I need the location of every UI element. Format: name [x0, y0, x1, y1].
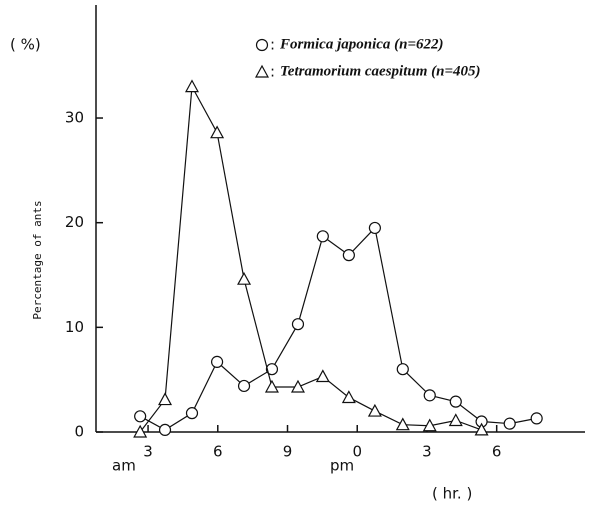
data-point [290, 379, 305, 393]
data-point [530, 412, 543, 425]
x-tick-label: 3 [143, 443, 153, 461]
y-tick-label: 0 [74, 423, 84, 441]
data-point [158, 423, 172, 437]
x-tick-label: 6 [213, 443, 223, 461]
data-point [237, 379, 251, 393]
data-point [503, 417, 516, 430]
pm-label: pm [330, 457, 354, 475]
data-point [423, 389, 436, 402]
y-tick-label: 10 [65, 318, 84, 336]
unit-label: ( %) [10, 36, 41, 54]
x-tick-label: 6 [492, 443, 502, 461]
data-point [134, 410, 147, 423]
series-line [139, 84, 482, 433]
data-point [264, 379, 279, 393]
data-point [210, 355, 224, 368]
data-point [184, 79, 199, 93]
x-tick-label: 9 [283, 443, 293, 461]
legend-colon: : [270, 36, 275, 54]
data-point [185, 407, 199, 420]
data-point [237, 271, 252, 285]
y-tick-label: 20 [65, 213, 84, 231]
data-point [474, 422, 489, 436]
y-axis-label: Percentage of ants [31, 200, 44, 319]
data-point [367, 403, 382, 417]
data-point [158, 392, 173, 406]
x-axis-label: ( hr. ) [432, 485, 472, 503]
series-line [139, 226, 537, 431]
x-tick-label: 0 [352, 443, 362, 461]
legend-marker [255, 38, 269, 52]
data-point [396, 363, 409, 376]
legend-colon: : [270, 63, 275, 81]
am-label: am [112, 457, 136, 475]
data-point [448, 413, 463, 427]
data-point [342, 249, 355, 262]
data-point [316, 230, 329, 243]
data-point [341, 390, 356, 404]
data-point [449, 395, 462, 408]
legend-label: Tetramorium caespitum (n=405) [280, 63, 481, 79]
data-point [265, 363, 279, 376]
data-point [291, 318, 305, 331]
data-point [368, 221, 381, 235]
data-point [395, 417, 410, 431]
data-point [315, 369, 330, 383]
data-point [210, 125, 225, 139]
legend-label: Formica japonica (n=622) [279, 36, 444, 52]
legend-marker [254, 64, 270, 78]
data-point [422, 418, 437, 432]
x-tick-label: 3 [422, 443, 432, 461]
y-tick-label: 30 [65, 109, 84, 127]
data-point [133, 424, 148, 438]
